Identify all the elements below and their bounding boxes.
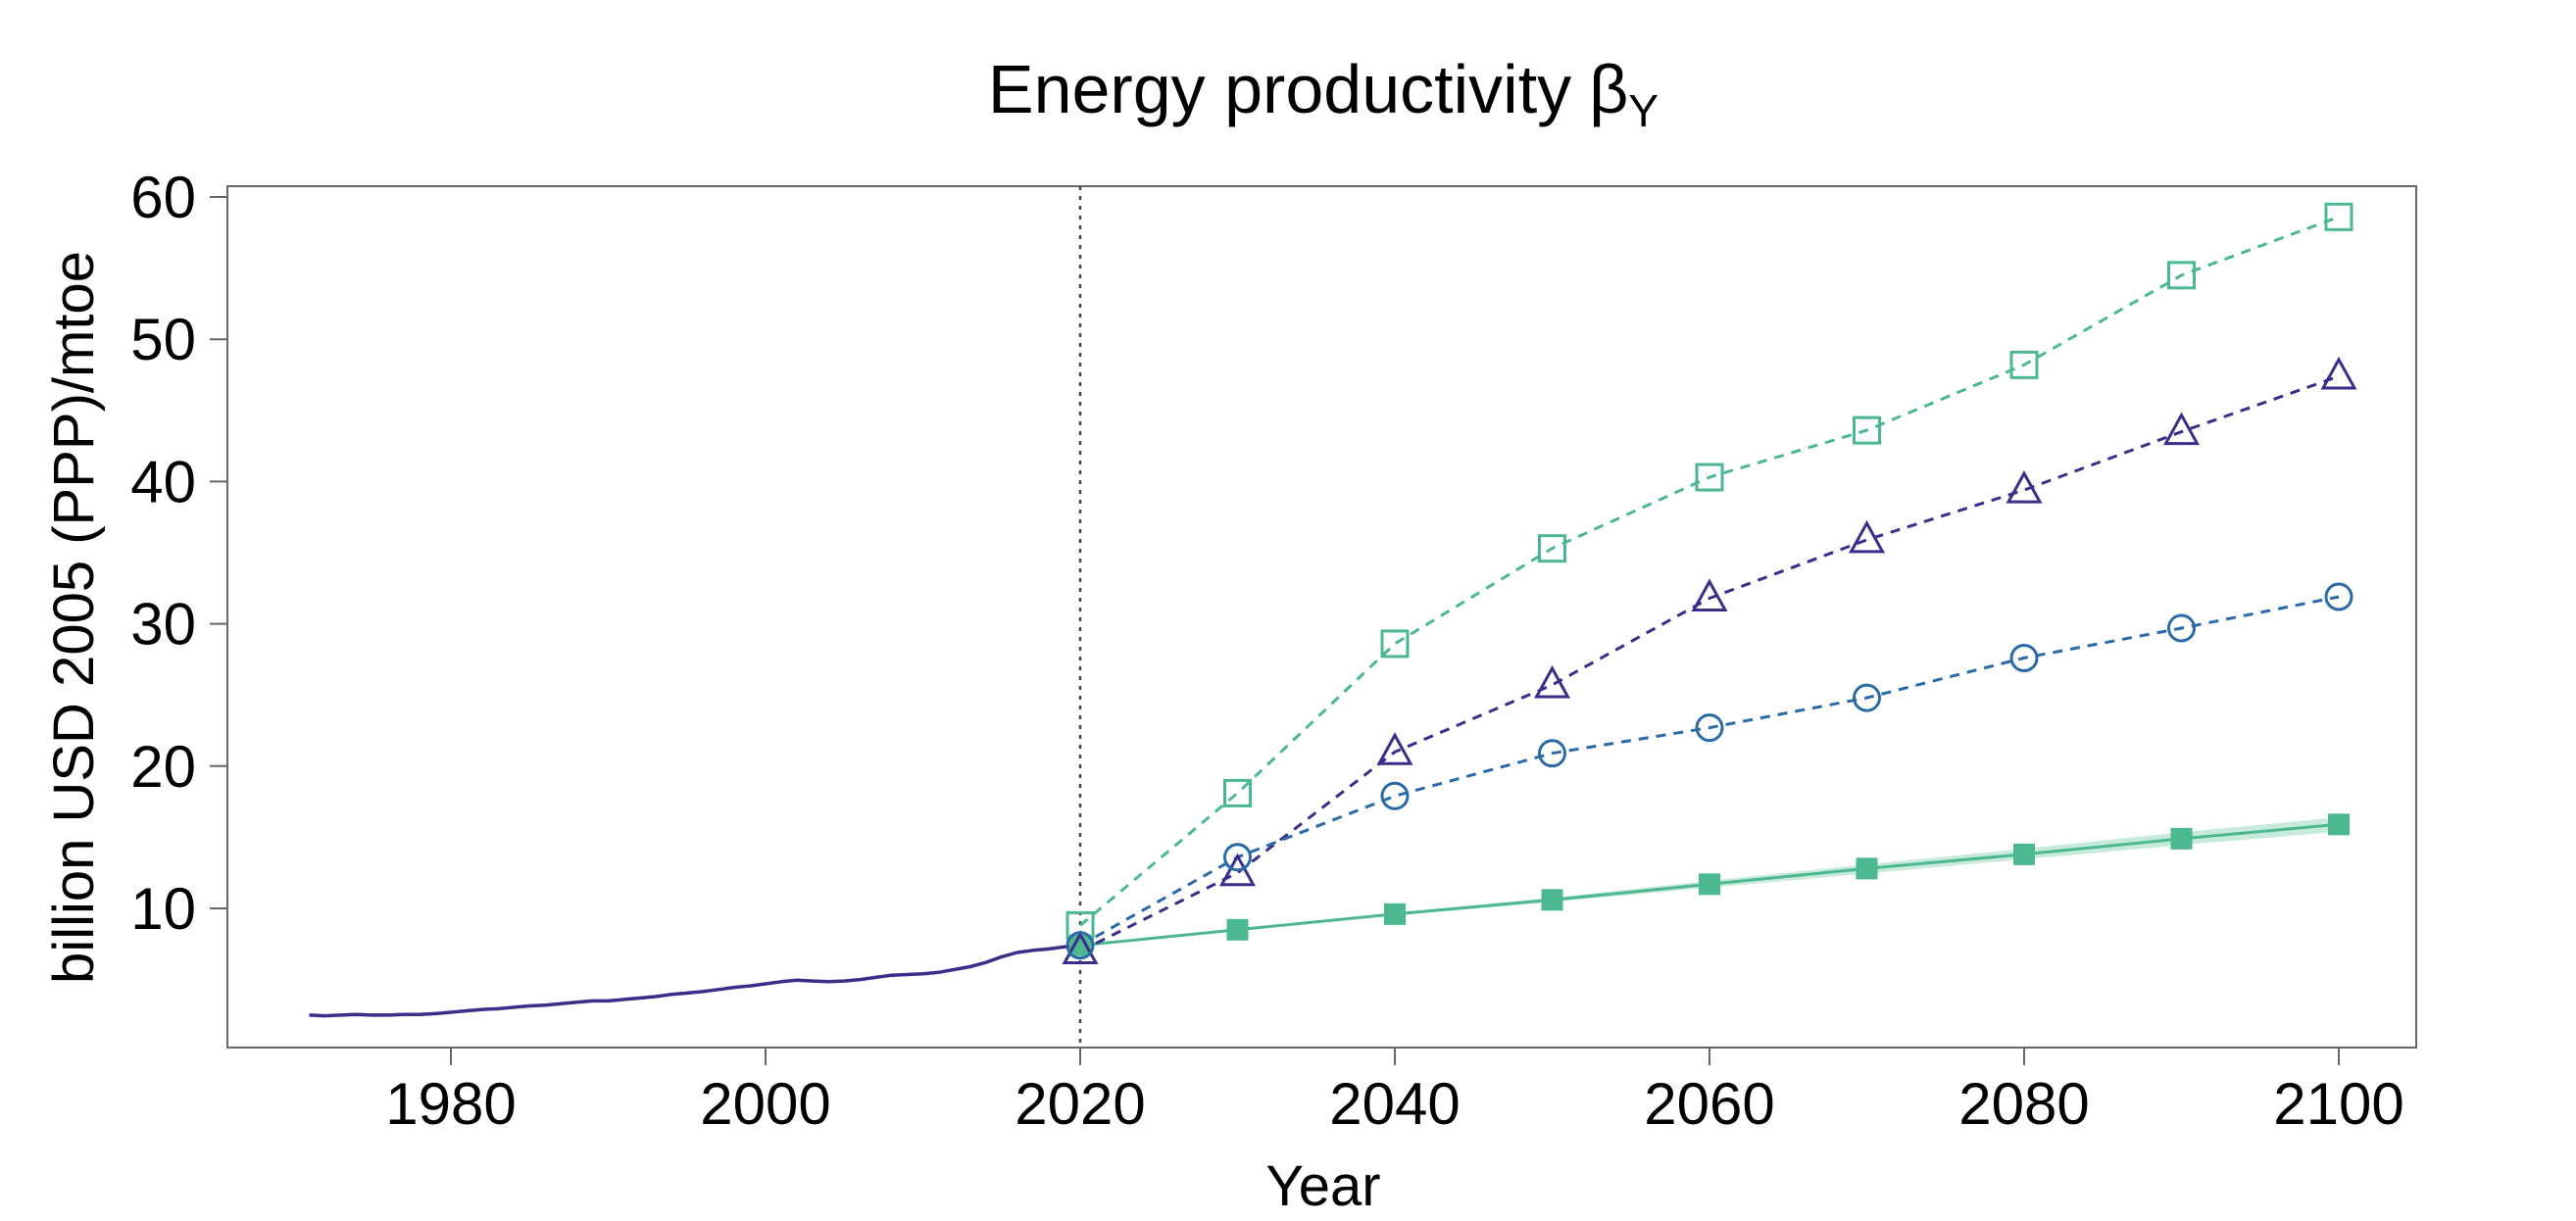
point-open-triangle-2070 [1848, 519, 1886, 554]
point-open-square-2070 [1853, 415, 1881, 445]
point-open-circle-2070 [1853, 683, 1881, 712]
point-open-triangle-2020 [1062, 931, 1099, 965]
y-axis-title: billion USD 2005 (PPP)/mtoe [42, 251, 106, 984]
point-open-circle-2060 [1695, 713, 1724, 743]
y-tick-label-20: 20 [130, 734, 196, 800]
point-open-square-2090 [2167, 261, 2196, 290]
x-axis-title: Year [1265, 1154, 1380, 1218]
y-tick-label-40: 40 [130, 449, 196, 514]
series-lines [309, 215, 2340, 1018]
point-filled-square-2090 [2170, 827, 2193, 850]
historical-line [309, 944, 1081, 1018]
x-axis: 1980 2000 2020 2040 2060 2080 2100 [385, 1048, 2404, 1137]
x-tick-label-2100: 2100 [2273, 1071, 2403, 1137]
x-tick-label-1980: 1980 [385, 1071, 516, 1137]
y-tick-label-50: 50 [130, 307, 196, 372]
plot-frame [226, 185, 2417, 1049]
point-open-circle-2090 [2167, 613, 2196, 643]
point-open-circle-2100 [2324, 582, 2353, 611]
x-tick-label-2060: 2060 [1644, 1071, 1774, 1137]
point-filled-square-2100 [2328, 813, 2350, 836]
line-open-square [1079, 215, 2340, 927]
point-open-circle-2050 [1538, 739, 1566, 768]
point-open-square-2100 [2324, 202, 2353, 231]
x-tick-label-2080: 2080 [1958, 1071, 2089, 1137]
point-filled-square-2040 [1384, 903, 1406, 925]
y-tick-label-60: 60 [130, 165, 196, 230]
chart-title-subscript: Y [1628, 85, 1659, 136]
point-filled-square-2050 [1541, 889, 1563, 911]
point-open-triangle-2100 [2320, 356, 2357, 390]
point-open-square-2060 [1695, 463, 1724, 492]
line-open-triangle [1079, 374, 2340, 952]
point-open-circle-2040 [1380, 781, 1410, 810]
point-open-square-2020 [1065, 910, 1095, 940]
y-axis: 10 20 30 40 50 60 [130, 165, 227, 942]
point-open-square-2030 [1223, 778, 1252, 807]
chart-title-symbol: β [1589, 51, 1628, 127]
point-open-triangle-2060 [1691, 578, 1728, 611]
point-open-triangle-2030 [1218, 853, 1257, 887]
y-tick-label-30: 30 [130, 592, 196, 658]
point-open-triangle-2050 [1533, 664, 1571, 699]
point-filled-square-2070 [1856, 857, 1878, 880]
x-tick-label-2040: 2040 [1329, 1071, 1460, 1137]
line-open-circle [1079, 595, 2340, 948]
point-open-square-2050 [1538, 534, 1566, 563]
point-filled-square-2030 [1226, 918, 1249, 941]
x-tick-label-2000: 2000 [700, 1071, 830, 1137]
point-open-triangle-2090 [2162, 412, 2201, 446]
point-open-circle-2020 [1065, 931, 1095, 960]
chart-title-text: Energy productivity [988, 51, 1571, 127]
point-filled-square-2080 [2013, 843, 2035, 865]
point-filled-square-2020 [1069, 934, 1091, 956]
y-tick-label-10: 10 [130, 876, 196, 942]
point-open-circle-2080 [2009, 643, 2039, 672]
x-tick-label-2020: 2020 [1015, 1071, 1145, 1137]
point-open-triangle-2080 [2006, 470, 2043, 504]
point-open-triangle-2040 [1376, 732, 1413, 765]
series-markers [1062, 202, 2357, 965]
point-filled-square-2060 [1699, 873, 1720, 896]
point-open-square-2040 [1380, 629, 1410, 659]
point-open-circle-2030 [1223, 843, 1252, 872]
point-open-square-2080 [2009, 350, 2039, 379]
chart-title: Energy productivity βY [988, 51, 1659, 136]
